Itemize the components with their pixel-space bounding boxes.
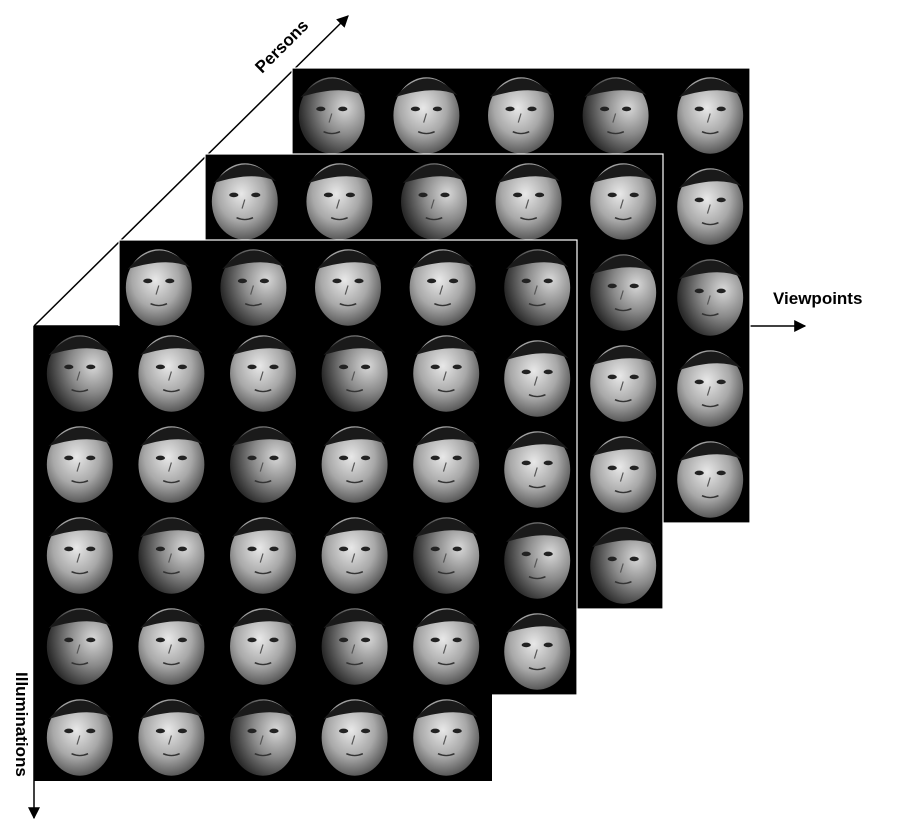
face-thumbnail (590, 436, 657, 513)
face-thumbnail (495, 163, 562, 240)
face-thumbnail (321, 517, 388, 594)
face-layer (34, 326, 492, 781)
face-thumbnail (677, 350, 744, 427)
face-thumbnail (504, 249, 571, 326)
face-thumbnail (46, 426, 113, 503)
face-thumbnail (413, 699, 480, 776)
face-layers (34, 67, 751, 781)
face-thumbnail (138, 608, 205, 685)
face-thumbnail (504, 522, 571, 599)
face-thumbnail (677, 441, 744, 518)
face-thumbnail (504, 613, 571, 690)
face-thumbnail (590, 254, 657, 331)
face-thumbnail (138, 699, 205, 776)
face-thumbnail (504, 340, 571, 417)
face-thumbnail (138, 426, 205, 503)
face-thumbnail (46, 608, 113, 685)
face-thumbnail (138, 335, 205, 412)
face-thumbnail (138, 517, 205, 594)
illuminations-axis-label: Illuminations (12, 672, 31, 777)
face-thumbnail (315, 249, 381, 326)
face-thumbnail (488, 77, 554, 154)
face-thumbnail (46, 699, 113, 776)
face-thumbnail (504, 431, 571, 508)
face-thumbnail (393, 77, 460, 154)
face-thumbnail (413, 335, 480, 412)
face-thumbnail (677, 259, 744, 336)
face-thumbnail (306, 163, 373, 240)
face-thumbnail (413, 608, 480, 685)
face-thumbnail (211, 163, 278, 240)
face-thumbnail (46, 335, 113, 412)
face-thumbnail (298, 77, 365, 154)
face-thumbnail (321, 608, 388, 685)
face-thumbnail (409, 249, 476, 326)
face-thumbnail (230, 517, 296, 594)
face-thumbnail (401, 163, 467, 240)
face-thumbnail (321, 335, 388, 412)
face-thumbnail (590, 345, 657, 422)
face-thumbnail (677, 77, 744, 154)
face-thumbnail (230, 426, 296, 503)
face-thumbnail (413, 426, 480, 503)
face-thumbnail (125, 249, 192, 326)
face-thumbnail (321, 426, 388, 503)
face-thumbnail (46, 517, 113, 594)
viewpoints-axis-label: Viewpoints (773, 289, 862, 308)
face-thumbnail (321, 699, 388, 776)
face-thumbnail (230, 608, 296, 685)
face-thumbnail (220, 249, 287, 326)
face-thumbnail (590, 527, 657, 604)
face-thumbnail (677, 168, 744, 245)
face-thumbnail (582, 77, 649, 154)
face-thumbnail (230, 335, 296, 412)
face-thumbnail (413, 517, 480, 594)
face-thumbnail (230, 699, 296, 776)
face-thumbnail (590, 163, 657, 240)
